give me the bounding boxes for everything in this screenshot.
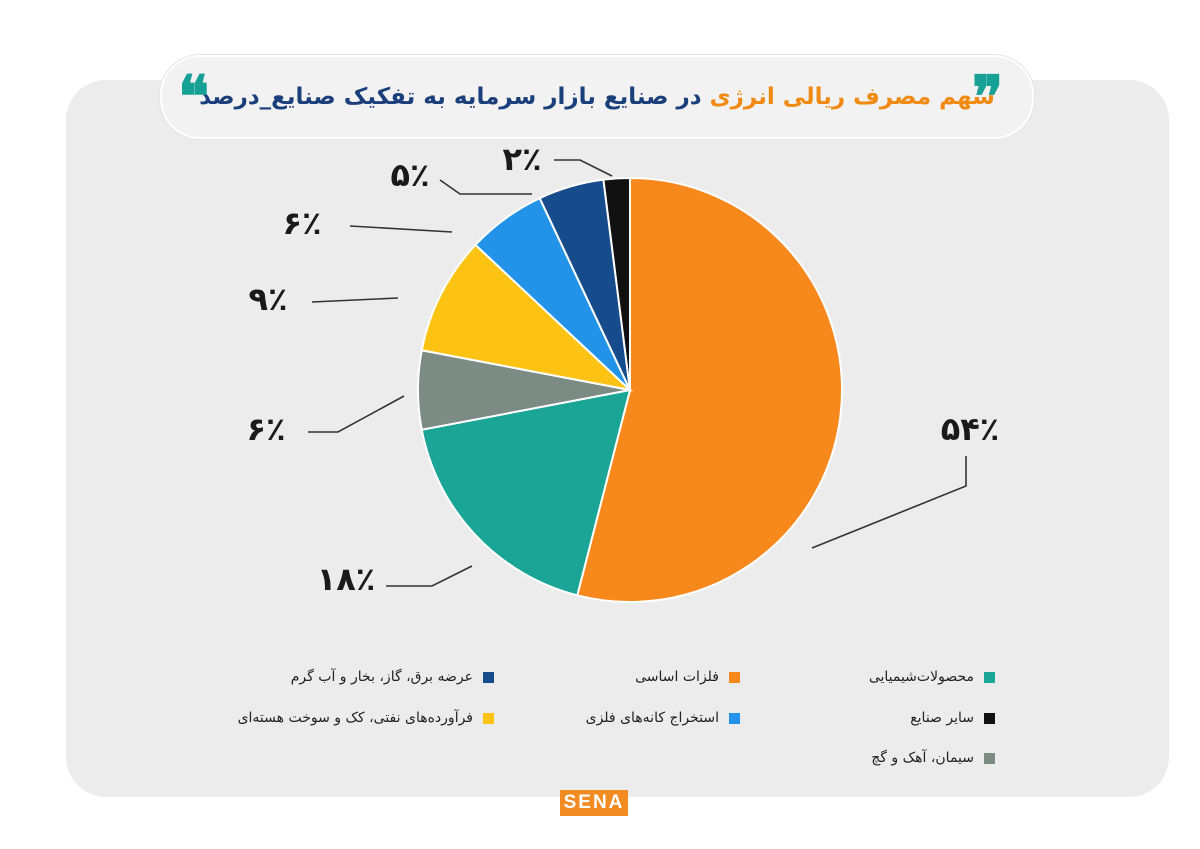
chart-title-rest: در صنایع بازار سرمایه به تفکیک صنایع_درص…	[199, 84, 710, 110]
legend-label: استخراج کانه‌های فلزی	[585, 710, 719, 726]
leader-line	[349, 225, 453, 233]
pie-slice	[420, 243, 634, 392]
pie-slice	[420, 388, 632, 597]
legend-item-chemicals: محصولات‌شیمیایی	[869, 669, 995, 685]
quote-open-icon: ❞	[972, 63, 1004, 131]
leader-line	[311, 297, 399, 303]
chart-title: سهم مصرف ریالی انرژی در صنایع بازار سرما…	[199, 84, 995, 110]
legend-label: فلزات اساسی	[635, 669, 719, 685]
pie-slice	[602, 176, 631, 391]
leader-line	[308, 395, 405, 433]
legend-swatch	[984, 752, 995, 764]
legend-swatch	[984, 712, 995, 724]
legend-item-mining: استخراج کانه‌های فلزی	[586, 710, 740, 726]
quote-close-icon: ❝	[178, 63, 210, 131]
legend-swatch	[729, 712, 740, 724]
data-label: ۱۸٪	[317, 560, 376, 598]
data-label: ۵٪	[390, 156, 429, 194]
legend-swatch	[729, 671, 740, 683]
legend-swatch	[483, 671, 494, 683]
chart-title-highlight: سهم مصرف ریالی انرژی	[709, 84, 995, 110]
pie-slice	[576, 176, 843, 603]
leader-line	[439, 179, 532, 195]
data-label: ۲٪	[502, 140, 541, 178]
legend-swatch	[984, 671, 995, 683]
leader-line	[386, 565, 473, 587]
data-label: ۵۴٪	[941, 410, 1000, 448]
data-label: ۶٪	[246, 410, 285, 448]
legend-item-utilities: عرضه برق، گاز، بخار و آب گرم	[291, 669, 494, 685]
legend-item-cement: سیمان، آهک و گچ	[871, 750, 995, 766]
data-label: ۹٪	[248, 280, 287, 318]
legend-item-basic-metals: فلزات اساسی	[635, 669, 740, 685]
leader-line	[811, 456, 967, 549]
legend-item-petroleum: فرآورده‌های نفتی، کک و سوخت هسته‌ای	[238, 710, 494, 726]
legend-label: محصولات‌شیمیایی	[868, 669, 974, 685]
legend-label: فرآورده‌های نفتی، کک و سوخت هسته‌ای	[237, 710, 473, 726]
title-banner: سهم مصرف ریالی انرژی در صنایع بازار سرما…	[160, 55, 1034, 139]
sena-logo: SENA	[553, 790, 635, 816]
legend-swatch	[483, 712, 494, 724]
legend-label: عرضه برق، گاز، بخار و آب گرم	[290, 669, 473, 685]
logo-text: SENA	[559, 790, 629, 816]
legend-item-other: سایر صنایع	[910, 710, 995, 726]
data-label: ۶٪	[282, 204, 321, 242]
legend-label: سیمان، آهک و گچ	[871, 750, 974, 766]
leader-line	[554, 159, 613, 177]
legend-label: سایر صنایع	[910, 710, 974, 726]
